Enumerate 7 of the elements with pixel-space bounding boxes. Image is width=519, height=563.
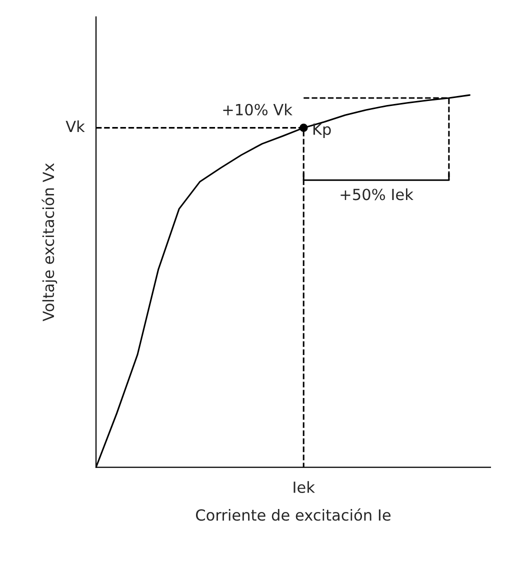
x-axis-title: Corriente de excitación Ie [196,508,391,521]
text: Vk [66,120,85,132]
annotation: Kp [313,124,331,138]
text: Iek [294,481,315,494]
annotation: +10% Vk [223,104,292,116]
annotation: +50% Iek [340,188,414,200]
y-axis-title: Voltaje excitación Vx [42,163,58,322]
